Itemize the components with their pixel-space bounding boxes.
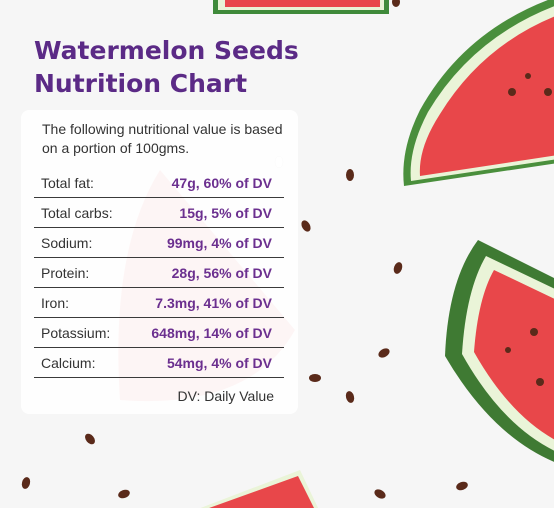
nutrition-row-total-fat: Total fat: 47g, 60% of DV (34, 168, 284, 198)
nutrient-label: Potassium: (41, 324, 111, 341)
watermelon-slice-top (213, 0, 389, 14)
nutrient-value: 28g, 56% of DV (171, 264, 272, 281)
nutrient-label: Total carbs: (41, 204, 113, 221)
nutrition-row-protein: Protein: 28g, 56% of DV (34, 258, 284, 288)
nutrient-label: Total fat: (41, 174, 94, 191)
nutrient-label: Sodium: (41, 234, 93, 251)
watermelon-slice-right-bottom (445, 240, 554, 462)
watermelon-slice-right-top (403, 0, 554, 186)
nutrition-table: Total fat: 47g, 60% of DV Total carbs: 1… (34, 168, 284, 378)
watermelon-slice-bottom (200, 470, 319, 508)
nutrient-label: Protein: (41, 264, 90, 281)
page-title: Watermelon Seeds Nutrition Chart (34, 34, 299, 100)
nutrient-label: Iron: (41, 294, 70, 311)
nutrient-value: 47g, 60% of DV (171, 174, 272, 191)
title-line-2: Nutrition Chart (34, 69, 248, 98)
nutrition-row-calcium: Calcium: 54mg, 4% of DV (34, 348, 284, 378)
nutrition-row-sodium: Sodium: 99mg, 4% of DV (34, 228, 284, 258)
nutrient-value: 99mg, 4% of DV (166, 234, 272, 251)
intro-text: The following nutritional value is based… (42, 121, 283, 156)
title-line-1: Watermelon Seeds (34, 36, 299, 65)
nutrient-value: 54mg, 4% of DV (166, 354, 272, 371)
nutrient-value: 648mg, 14% of DV (151, 324, 272, 341)
nutrient-value: 7.3mg, 41% of DV (155, 294, 272, 311)
nutrition-row-total-carbs: Total carbs: 15g, 5% of DV (34, 198, 284, 228)
nutrition-row-iron: Iron: 7.3mg, 41% of DV (34, 288, 284, 318)
dv-footnote: DV: Daily Value (177, 388, 274, 404)
nutrient-value: 15g, 5% of DV (179, 204, 272, 221)
nutrient-label: Calcium: (41, 354, 96, 371)
nutrition-row-potassium: Potassium: 648mg, 14% of DV (34, 318, 284, 348)
watermelon-seeds (21, 0, 468, 499)
nutrition-card (21, 110, 298, 414)
